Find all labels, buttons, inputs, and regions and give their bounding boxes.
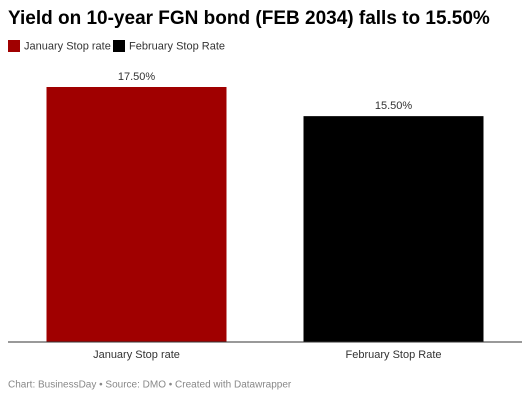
value-label: 17.50% xyxy=(118,71,156,83)
chart-title: Yield on 10-year FGN bond (FEB 2034) fal… xyxy=(8,8,490,29)
legend-swatch xyxy=(8,40,20,52)
bar xyxy=(46,87,227,342)
legend-label: January Stop rate xyxy=(24,40,111,52)
value-label: 15.50% xyxy=(375,100,413,112)
legend-label: February Stop Rate xyxy=(129,40,225,52)
x-tick-label: February Stop Rate xyxy=(346,349,442,361)
legend-swatch xyxy=(113,40,125,52)
x-tick-label: January Stop rate xyxy=(93,349,180,361)
chart-footer: Chart: BusinessDay • Source: DMO • Creat… xyxy=(8,380,292,391)
bar xyxy=(303,116,484,343)
